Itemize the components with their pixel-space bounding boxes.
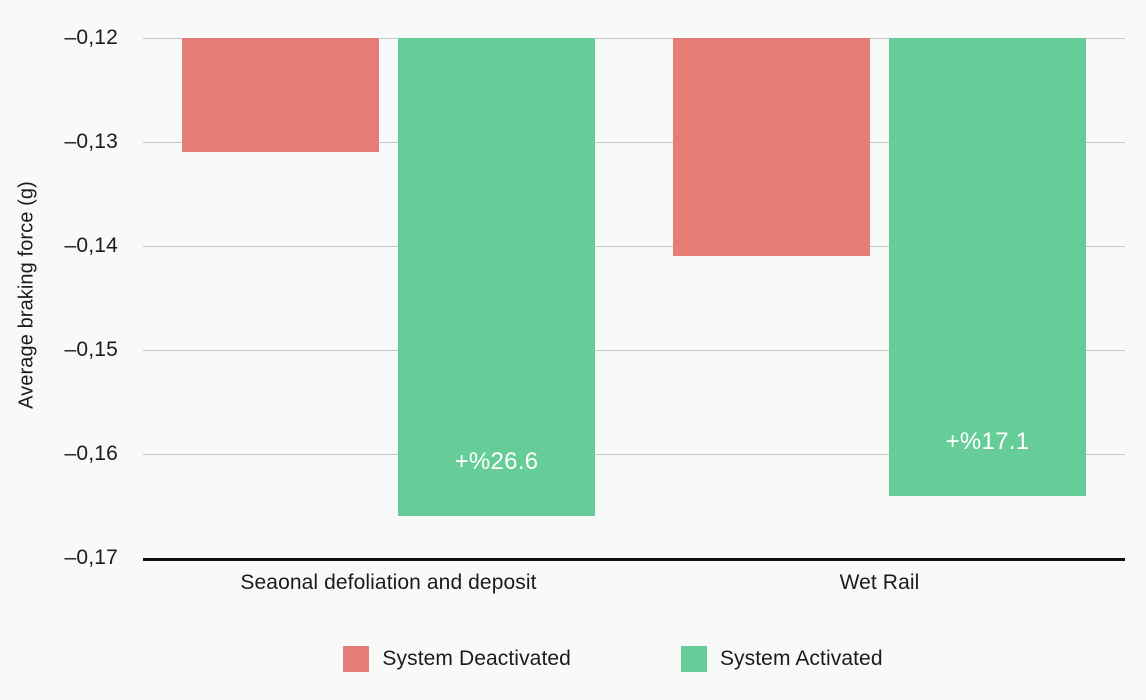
- legend-swatch-activated: [680, 646, 707, 672]
- plot-area: +%26.6 +%17.1: [143, 38, 1125, 561]
- legend-swatch-deactivated: [343, 646, 370, 672]
- category-label-seasonal: Seaonal defoliation and deposit: [240, 571, 537, 594]
- gridline: [143, 142, 1125, 143]
- gridline: [143, 454, 1125, 455]
- bar-deactivated: [673, 38, 870, 257]
- legend-item-activated: System Activated: [680, 646, 883, 672]
- y-axis-tick-labels: –0,12 –0,13 –0,14 –0,15 –0,16 –0,17: [0, 0, 118, 700]
- legend-label-activated: System Activated: [719, 647, 883, 670]
- x-axis-category-labels: Seaonal defoliation and deposit Wet Rail: [143, 571, 1125, 595]
- category-label-wet-rail: Wet Rail: [839, 571, 920, 594]
- bar-activated: +%17.1: [889, 38, 1086, 496]
- legend: System Deactivated System Activated: [80, 646, 1146, 672]
- y-tick-label: –0,15: [64, 338, 118, 361]
- bar-activated: +%26.6: [398, 38, 595, 517]
- bar-value-label: +%17.1: [945, 427, 1030, 455]
- legend-label-deactivated: System Deactivated: [382, 647, 571, 670]
- y-tick-label: –0,17: [64, 546, 118, 569]
- bar-deactivated: [182, 38, 379, 153]
- gridline: [143, 350, 1125, 351]
- y-tick-label: –0,14: [64, 234, 118, 257]
- gridline: [143, 246, 1125, 247]
- bar-value-label: +%26.6: [454, 448, 539, 476]
- legend-item-deactivated: System Deactivated: [343, 646, 571, 672]
- gridline: [143, 38, 1125, 39]
- y-tick-label: –0,16: [64, 442, 118, 465]
- y-tick-label: –0,12: [64, 26, 118, 49]
- y-tick-label: –0,13: [64, 130, 118, 153]
